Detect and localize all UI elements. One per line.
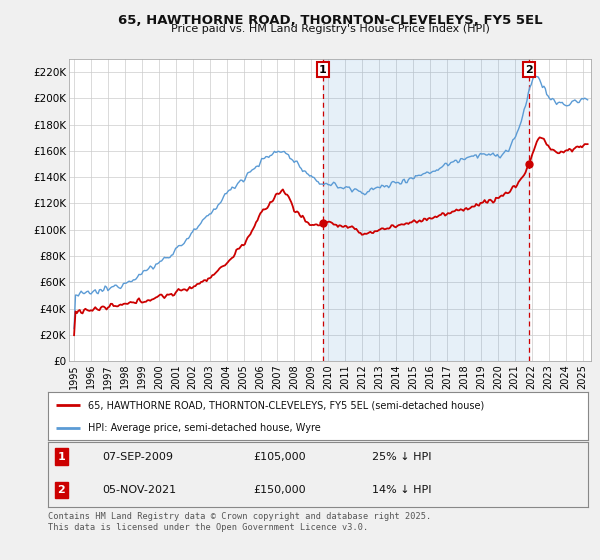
Text: Contains HM Land Registry data © Crown copyright and database right 2025.
This d: Contains HM Land Registry data © Crown c… — [48, 512, 431, 532]
Text: £150,000: £150,000 — [253, 485, 306, 495]
Text: 65, HAWTHORNE ROAD, THORNTON-CLEVELEYS, FY5 5EL: 65, HAWTHORNE ROAD, THORNTON-CLEVELEYS, … — [118, 14, 542, 27]
Bar — [323, 59, 529, 361]
Text: 1: 1 — [319, 65, 327, 75]
Text: 25% ↓ HPI: 25% ↓ HPI — [372, 451, 431, 461]
Text: 1: 1 — [58, 451, 65, 461]
Text: 05-NOV-2021: 05-NOV-2021 — [102, 485, 176, 495]
Text: 07-SEP-2009: 07-SEP-2009 — [102, 451, 173, 461]
Text: HPI: Average price, semi-detached house, Wyre: HPI: Average price, semi-detached house,… — [89, 423, 321, 433]
Text: 2: 2 — [525, 65, 533, 75]
Text: 65, HAWTHORNE ROAD, THORNTON-CLEVELEYS, FY5 5EL (semi-detached house): 65, HAWTHORNE ROAD, THORNTON-CLEVELEYS, … — [89, 400, 485, 410]
Text: Price paid vs. HM Land Registry's House Price Index (HPI): Price paid vs. HM Land Registry's House … — [170, 24, 490, 34]
Text: £105,000: £105,000 — [253, 451, 306, 461]
Text: 14% ↓ HPI: 14% ↓ HPI — [372, 485, 431, 495]
Text: 2: 2 — [58, 485, 65, 495]
